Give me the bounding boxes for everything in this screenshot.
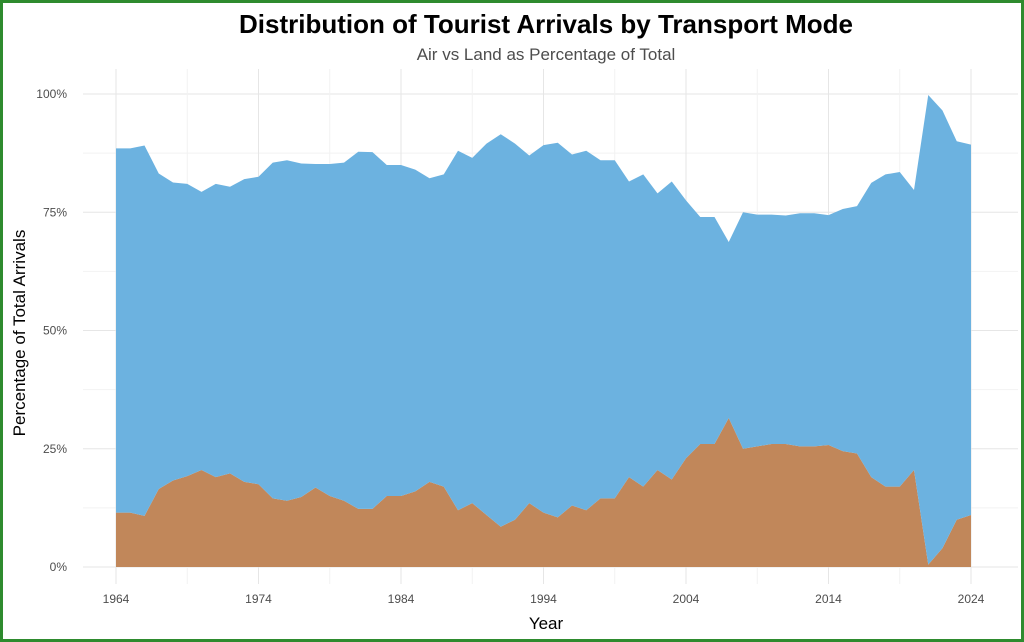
x-tick-label: 2024 [958,592,985,606]
y-tick-label: 25% [43,442,67,456]
area-land [116,418,971,567]
y-axis-label: Percentage of Total Arrivals [10,230,29,437]
x-tick-label: 1984 [388,592,415,606]
x-tick-label: 2004 [673,592,700,606]
x-tick-label: 1964 [103,592,130,606]
x-tick-label: 1994 [530,592,557,606]
y-tick-label: 50% [43,324,67,338]
area-air [116,94,971,565]
areas [116,94,971,567]
x-tick-label: 1974 [245,592,272,606]
y-tick-label: 75% [43,205,67,219]
y-tick-label: 0% [50,560,68,574]
x-axis-label: Year [529,614,564,633]
chart-subtitle: Air vs Land as Percentage of Total [417,45,676,64]
chart-title: Distribution of Tourist Arrivals by Tran… [239,9,853,39]
ticks: 0% 25% 50% 75% 100% 1964 1974 1984 1994 2004 2014 2… [36,87,984,606]
area-chart: 0% 25% 50% 75% 100% 1964 1974 1984 1994 2004 2014 2… [10,9,1018,633]
x-tick-label: 2014 [815,592,842,606]
y-tick-label: 100% [36,87,67,101]
